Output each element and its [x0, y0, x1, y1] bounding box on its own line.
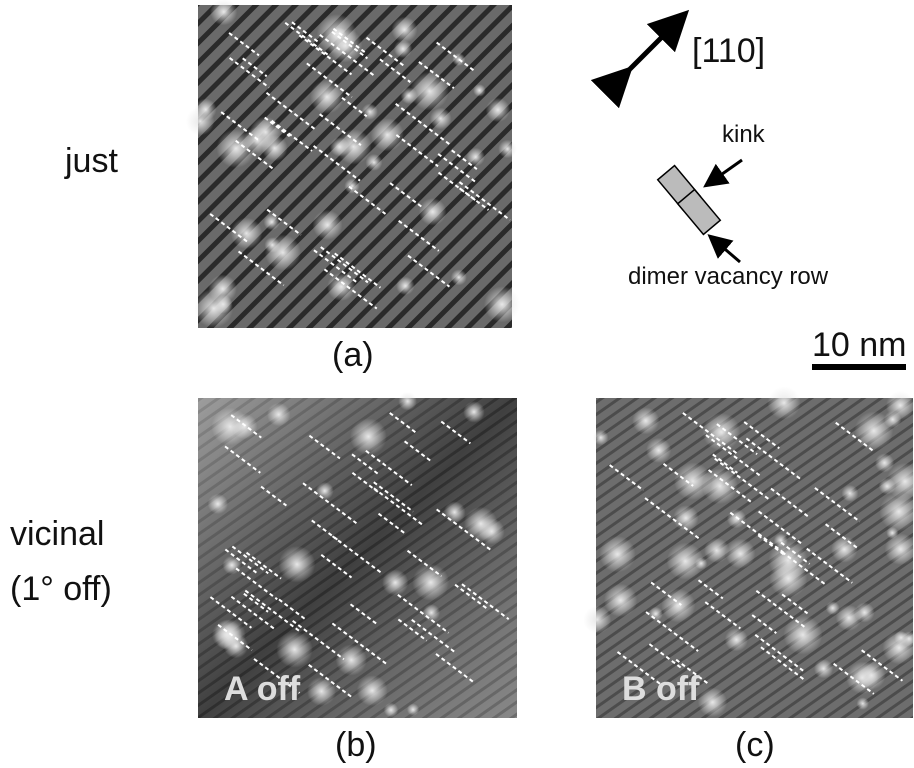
adatom — [327, 273, 355, 301]
adatom — [704, 538, 729, 563]
panel-label: (c) — [735, 726, 775, 763]
adatom — [186, 107, 214, 135]
adatom — [412, 564, 449, 601]
adatom — [267, 403, 290, 426]
adatom — [264, 214, 280, 230]
adatom — [410, 72, 449, 111]
adatom — [398, 392, 417, 411]
adatom — [486, 98, 510, 122]
adatom — [879, 478, 896, 495]
adatom — [649, 607, 663, 621]
adatom — [632, 407, 659, 434]
adatom — [384, 703, 398, 717]
panel-inset: B off — [622, 670, 700, 708]
adatom — [695, 557, 707, 569]
adatom — [310, 80, 344, 114]
adatom — [336, 644, 367, 675]
adatom — [208, 494, 228, 514]
adatom — [357, 675, 388, 706]
adatom — [473, 84, 486, 97]
row-label: vicinal — [10, 515, 104, 553]
adatom — [674, 462, 712, 500]
adatom — [419, 198, 447, 226]
adatom — [831, 536, 858, 563]
adatom — [423, 604, 440, 621]
adatom — [583, 606, 611, 634]
adatom — [371, 118, 404, 151]
adatom — [769, 541, 808, 580]
panel-label: (a) — [332, 336, 374, 374]
adatom — [604, 584, 637, 617]
adatom — [854, 411, 893, 450]
adatom — [451, 269, 467, 285]
adatom — [344, 179, 359, 194]
adatom — [814, 659, 833, 678]
adatom — [857, 697, 869, 709]
adatom — [498, 140, 517, 159]
adatom — [250, 117, 281, 148]
adatom — [444, 501, 466, 523]
adatom — [783, 615, 822, 654]
scale-label: 10 nm — [812, 326, 907, 364]
adatom — [362, 104, 378, 120]
adatom — [279, 546, 316, 583]
adatom — [391, 17, 417, 43]
figure: just vicinal (1° off) (a) (b) (c) A off … — [0, 0, 914, 763]
direction-arrow — [626, 17, 682, 73]
row-label: (1° off) — [10, 570, 112, 608]
adatom — [768, 386, 801, 419]
adatom — [727, 509, 746, 528]
panel-label: (b) — [335, 726, 377, 763]
adatom — [396, 277, 414, 295]
adatom — [382, 569, 408, 595]
adatom — [854, 602, 874, 622]
adatom — [842, 485, 859, 502]
adatom — [478, 518, 504, 544]
adatom — [430, 108, 452, 130]
panel-inset: A off — [224, 670, 301, 708]
adatom — [646, 438, 671, 463]
adatom — [484, 286, 520, 322]
adatom — [673, 505, 699, 531]
adatom — [265, 235, 301, 271]
adatom — [875, 453, 894, 472]
adatom — [599, 536, 635, 572]
adatom — [214, 295, 233, 314]
adatom — [276, 631, 312, 667]
adatom — [330, 137, 349, 156]
stm-image — [186, 0, 520, 328]
adatom — [211, 408, 249, 446]
adatom — [394, 40, 412, 58]
row-label: just — [64, 142, 118, 180]
adatom — [661, 588, 695, 622]
adatom — [593, 430, 608, 445]
adatom — [463, 401, 484, 422]
adatom — [407, 703, 419, 715]
stm-image — [583, 386, 914, 718]
scale-bar — [812, 364, 906, 370]
adatom — [698, 688, 727, 717]
direction-label: [110] — [692, 32, 765, 70]
adatom — [725, 628, 748, 651]
kink-diagram — [658, 160, 742, 262]
kink-label: kink — [722, 121, 766, 148]
adatom — [316, 482, 334, 500]
row-legend-label: dimer vacancy row — [628, 263, 829, 290]
adatom — [350, 418, 387, 455]
adatom — [312, 210, 342, 240]
adatom — [726, 539, 756, 569]
